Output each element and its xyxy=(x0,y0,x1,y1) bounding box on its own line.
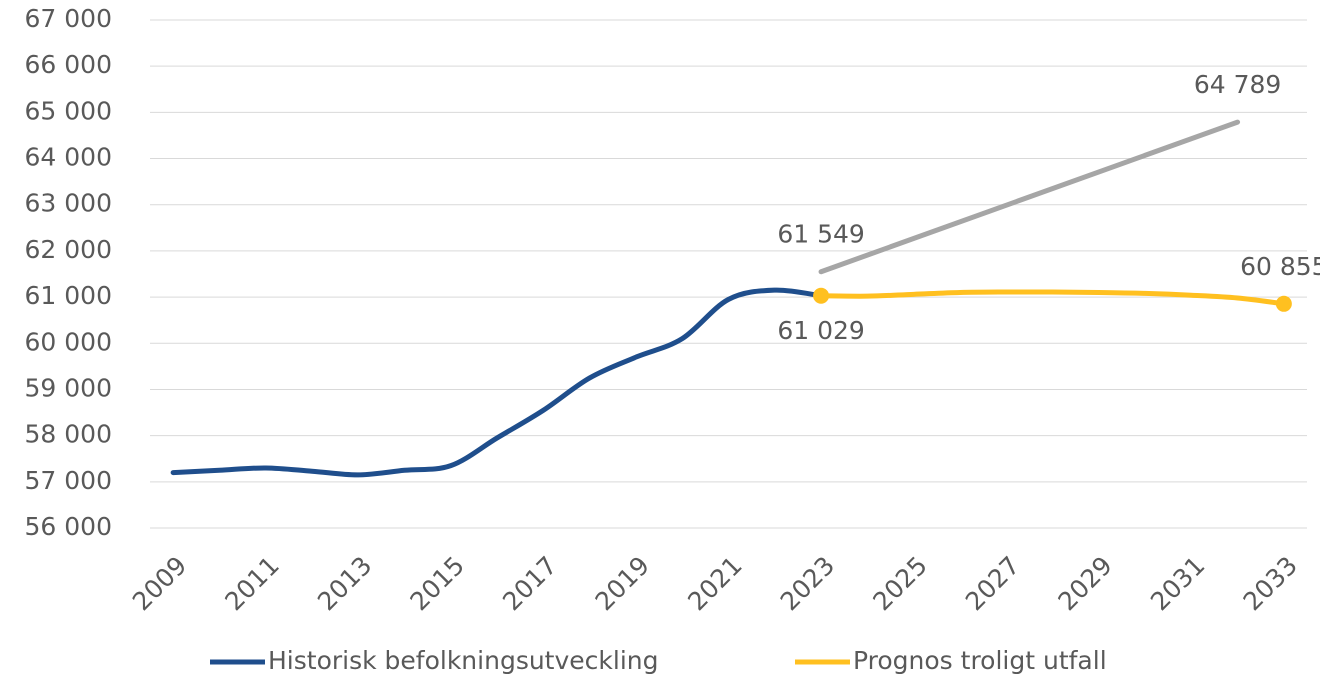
y-tick-label: 58 000 xyxy=(25,420,112,449)
y-tick-label: 61 000 xyxy=(25,281,112,310)
x-tick-label: 2031 xyxy=(1145,551,1210,616)
y-tick-label: 60 000 xyxy=(25,327,112,356)
x-tick-label: 2029 xyxy=(1052,551,1117,616)
y-tick-label: 59 000 xyxy=(25,373,112,402)
point-marker xyxy=(813,287,830,304)
x-tick-label: 2009 xyxy=(127,551,192,616)
line-series xyxy=(818,119,1241,275)
y-tick-label: 65 000 xyxy=(25,96,112,125)
line-series xyxy=(170,287,824,478)
x-tick-label: 2023 xyxy=(775,551,840,616)
line-series xyxy=(818,289,1287,307)
x-tick-label: 2011 xyxy=(219,551,284,616)
legend-label: Historisk befolkningsutveckling xyxy=(268,646,659,675)
x-tick-label: 2015 xyxy=(405,551,470,616)
point-marker xyxy=(1275,295,1292,312)
y-tick-label: 63 000 xyxy=(25,189,112,218)
legend-label: Prognos troligt utfall xyxy=(853,646,1107,675)
x-tick-label: 2021 xyxy=(682,551,747,616)
x-tick-label: 2027 xyxy=(960,551,1025,616)
x-tick-label: 2033 xyxy=(1238,551,1303,616)
y-tick-label: 67 000 xyxy=(25,4,112,33)
y-tick-label: 57 000 xyxy=(25,466,112,495)
y-tick-label: 62 000 xyxy=(25,235,112,264)
y-tick-label: 56 000 xyxy=(25,512,112,541)
x-tick-label: 2019 xyxy=(590,551,655,616)
data-label: 61 029 xyxy=(777,316,864,345)
y-tick-label: 64 000 xyxy=(25,143,112,172)
x-tick-label: 2017 xyxy=(497,551,562,616)
data-label: 61 549 xyxy=(777,220,864,249)
data-label: 60 855 xyxy=(1240,252,1320,281)
y-tick-label: 66 000 xyxy=(25,50,112,79)
x-tick-label: 2025 xyxy=(867,551,932,616)
x-tick-label: 2013 xyxy=(312,551,377,616)
data-label: 64 789 xyxy=(1194,70,1281,99)
